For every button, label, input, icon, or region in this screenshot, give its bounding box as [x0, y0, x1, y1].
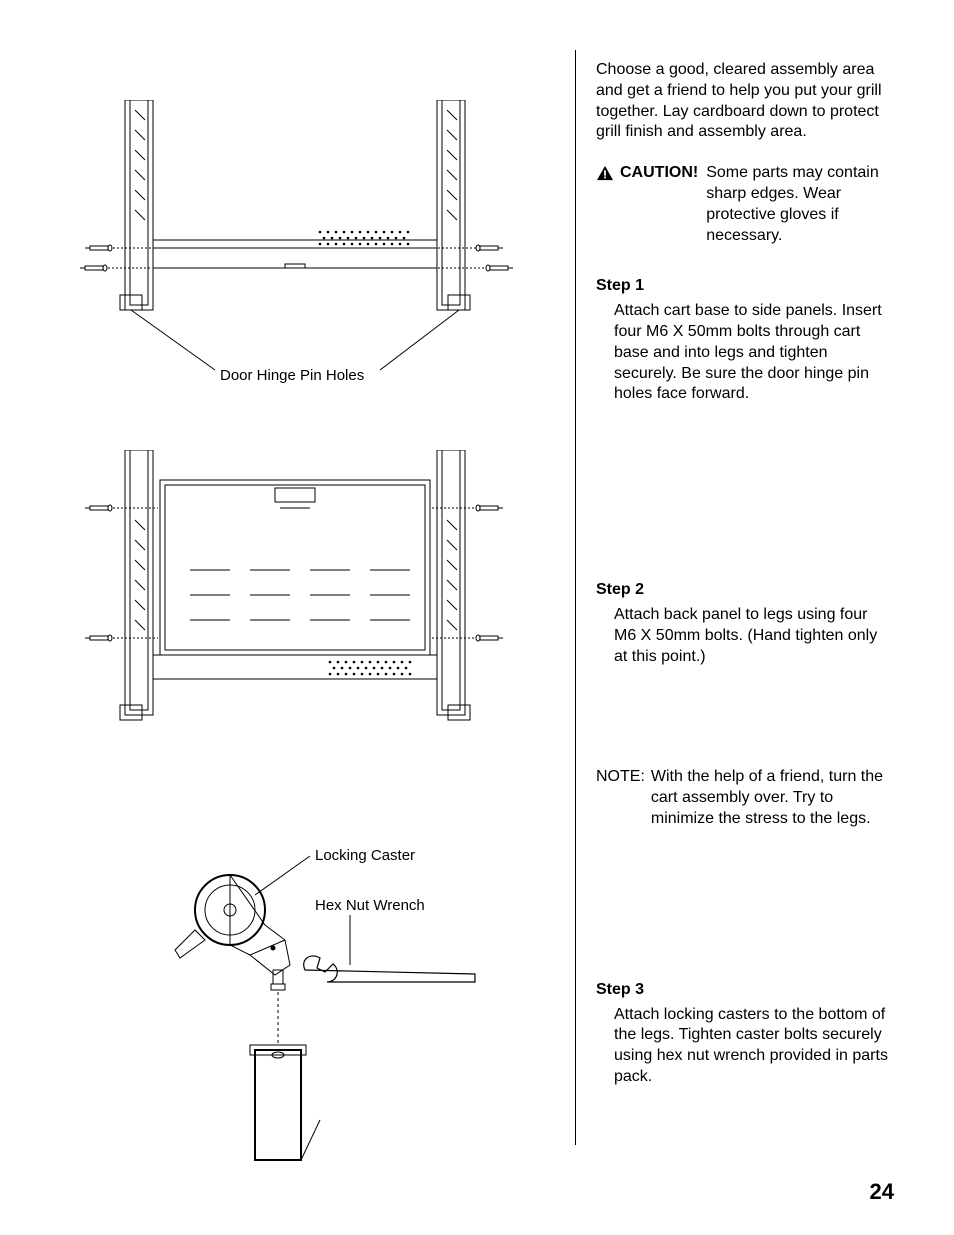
- step-1-title: Step 1: [596, 276, 894, 297]
- step-2: Step 2 Attach back panel to legs using f…: [596, 580, 894, 667]
- page: Door Hinge Pin Holes: [0, 0, 954, 1235]
- figure-step2: [80, 450, 530, 770]
- caution-label: CAUTION!: [620, 163, 698, 184]
- column-divider: [575, 50, 576, 1145]
- step-3-title: Step 3: [596, 980, 894, 1001]
- caution-block: CAUTION! Some parts may contain sharp ed…: [596, 163, 894, 246]
- caution-text: Some parts may contain sharp edges. Wear…: [706, 163, 894, 246]
- caution-icon: [596, 165, 614, 181]
- content-columns: Door Hinge Pin Holes: [80, 50, 894, 1145]
- step-1: Step 1 Attach cart base to side panels. …: [596, 276, 894, 405]
- step-1-body: Attach cart base to side panels. Insert …: [596, 301, 894, 405]
- page-number: 24: [870, 1179, 894, 1205]
- intro-text: Choose a good, cleared assembly area and…: [596, 60, 894, 143]
- note-label: NOTE:: [596, 767, 645, 829]
- note-block: NOTE: With the help of a friend, turn th…: [596, 767, 894, 829]
- door-hinge-label: Door Hinge Pin Holes: [220, 367, 364, 384]
- figure-step1: Door Hinge Pin Holes: [80, 100, 530, 420]
- step-2-body: Attach back panel to legs using four M6 …: [596, 605, 894, 667]
- figure-step3: Locking Caster Hex Nut Wrench: [155, 840, 515, 1170]
- step-3: Step 3 Attach locking casters to the bot…: [596, 980, 894, 1088]
- note-text: With the help of a friend, turn the cart…: [651, 767, 894, 829]
- locking-caster-label: Locking Caster: [315, 847, 415, 864]
- figures-column: Door Hinge Pin Holes: [80, 50, 510, 1145]
- hex-wrench-label: Hex Nut Wrench: [315, 897, 425, 914]
- text-column: Choose a good, cleared assembly area and…: [596, 50, 894, 1145]
- step-2-title: Step 2: [596, 580, 894, 601]
- step-3-body: Attach locking casters to the bottom of …: [596, 1005, 894, 1088]
